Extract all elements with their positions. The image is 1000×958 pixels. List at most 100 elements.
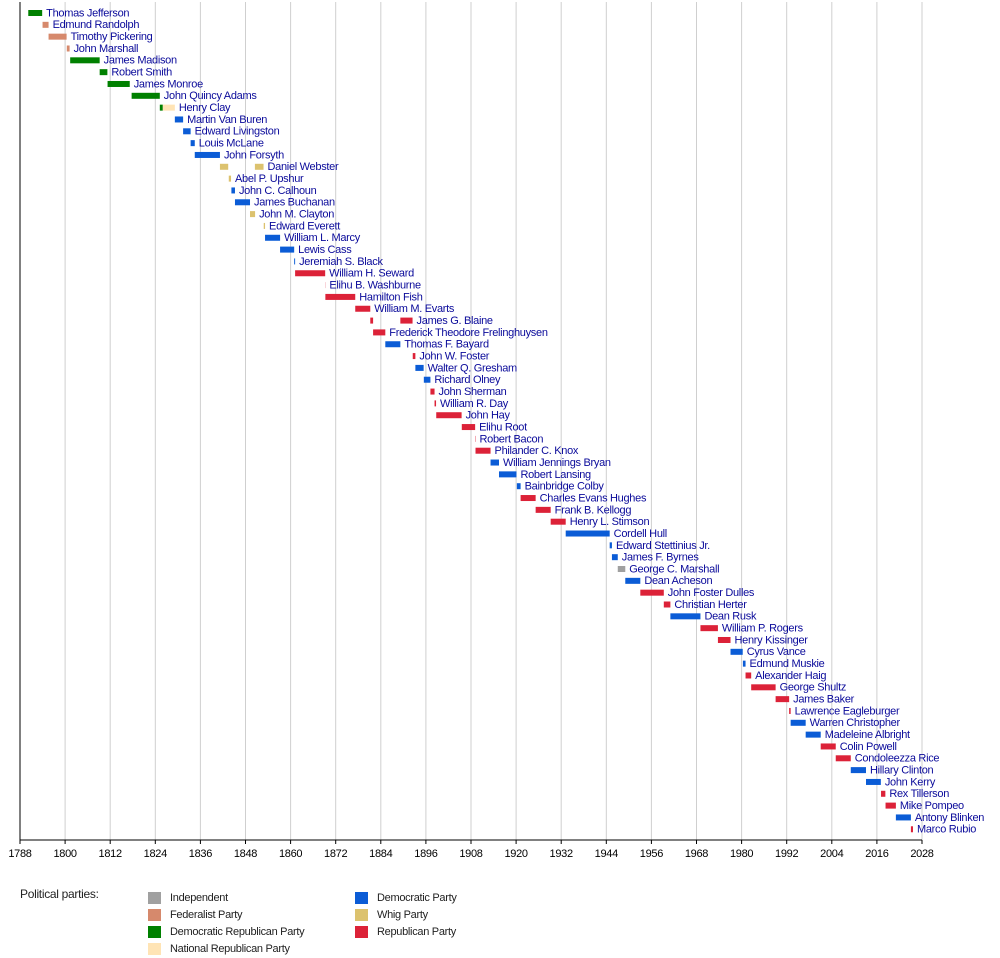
x-tick-label: 1788 — [8, 848, 31, 860]
term-bar — [866, 778, 881, 785]
term-bar — [609, 542, 612, 549]
term-bar — [263, 222, 266, 229]
row-label: Hamilton Fish — [359, 291, 423, 303]
row-label: James Buchanan — [254, 197, 335, 209]
term-bar — [28, 10, 43, 16]
term-bar — [550, 518, 566, 525]
term-bar — [250, 211, 256, 218]
row-label: Louis McLane — [199, 138, 264, 150]
term-bar — [850, 767, 867, 774]
row-label: Jeremiah S. Black — [299, 256, 383, 268]
term-bar — [131, 92, 160, 99]
term-bar — [66, 45, 70, 52]
row-label: John Forsyth — [224, 149, 284, 161]
term-bar — [625, 577, 641, 584]
row-label: Henry Kissinger — [735, 634, 809, 646]
term-bar — [790, 719, 806, 726]
row-label: Henry L. Stimson — [570, 516, 650, 528]
row-label: Thomas F. Bayard — [404, 339, 489, 351]
term-bar — [535, 506, 551, 513]
row-label: Colin Powell — [840, 741, 897, 753]
term-bar — [325, 293, 356, 300]
row-label: William P. Rogers — [722, 623, 804, 635]
term-bar — [295, 270, 326, 277]
x-tick-label: 1872 — [324, 848, 347, 860]
term-bar — [373, 329, 386, 336]
row-label: Robert Smith — [111, 67, 172, 79]
term-bar — [611, 554, 618, 561]
legend-title: Political parties: — [20, 887, 99, 901]
row-label: John Marshall — [74, 43, 139, 55]
term-bar — [370, 317, 374, 324]
row-label: Antony Blinken — [915, 812, 984, 824]
term-bar — [174, 116, 184, 123]
legend-label: Democratic Republican Party — [170, 926, 305, 938]
term-bar — [194, 151, 220, 158]
row-label: James G. Blaine — [417, 315, 493, 327]
legend-swatch — [355, 909, 368, 921]
term-bar — [640, 589, 664, 596]
term-bar — [42, 21, 49, 28]
row-label: Cyrus Vance — [747, 646, 806, 658]
term-bar — [516, 483, 521, 490]
row-label: Rex Tillerson — [889, 788, 949, 800]
row-label: Madeleine Albright — [825, 729, 910, 741]
term-bar — [294, 258, 296, 265]
row-label: William Jennings Bryan — [503, 457, 611, 469]
term-bar — [234, 199, 251, 206]
bars — [28, 10, 913, 833]
term-bar — [670, 613, 701, 620]
term-bar — [805, 731, 821, 738]
legend-label: Independent — [170, 892, 228, 904]
row-label: James Monroe — [134, 78, 203, 90]
row-label: John Sherman — [439, 386, 507, 398]
row-label: Robert Lansing — [520, 469, 591, 481]
term-bar — [820, 743, 836, 750]
row-label: William H. Seward — [329, 268, 414, 280]
term-bar — [498, 471, 517, 478]
term-bar — [48, 33, 67, 40]
legend-swatch — [148, 892, 161, 904]
term-bar — [461, 424, 476, 431]
term-bar — [617, 566, 626, 573]
term-bar — [742, 660, 746, 667]
row-label: John Kerry — [885, 776, 936, 788]
row-label: Warren Christopher — [810, 717, 901, 729]
row-label: John M. Clayton — [259, 209, 334, 221]
x-tick-label: 1956 — [640, 848, 663, 860]
term-bar — [228, 175, 232, 182]
x-tick-label: 1860 — [279, 848, 302, 860]
row-label: William M. Evarts — [374, 303, 455, 315]
term-bar — [751, 684, 776, 691]
legend-swatch — [148, 909, 161, 921]
row-label: Hillary Clinton — [870, 765, 934, 777]
term-bar — [565, 530, 610, 537]
legend-label: Federalist Party — [170, 909, 243, 921]
term-bar — [436, 412, 462, 419]
row-label: Marco Rubio — [917, 824, 976, 836]
row-label: Dean Acheson — [644, 575, 712, 587]
row-label: Elihu B. Washburne — [329, 279, 421, 291]
term-bar — [162, 104, 175, 111]
legend-swatch — [148, 926, 161, 938]
row-label: Richard Olney — [434, 374, 501, 386]
legend-swatch — [355, 892, 368, 904]
term-bar — [430, 388, 435, 395]
row-label: Walter Q. Gresham — [428, 362, 517, 374]
term-bar — [520, 495, 536, 502]
row-label: Edward Everett — [269, 220, 340, 232]
term-bar — [434, 400, 437, 407]
term-bar — [415, 364, 424, 371]
legend-label: Whig Party — [377, 909, 429, 921]
row-label: Henry Clay — [179, 102, 231, 114]
term-bar — [423, 376, 431, 383]
term-bar — [190, 140, 195, 147]
x-tick-label: 1848 — [234, 848, 257, 860]
x-tick-label: 1836 — [189, 848, 212, 860]
term-bar — [475, 447, 491, 454]
row-label: Lawrence Eagleburger — [795, 705, 900, 717]
row-label: Thomas Jefferson — [46, 7, 129, 19]
legend-label: National Republican Party — [170, 943, 290, 955]
row-label: William R. Day — [440, 398, 509, 410]
